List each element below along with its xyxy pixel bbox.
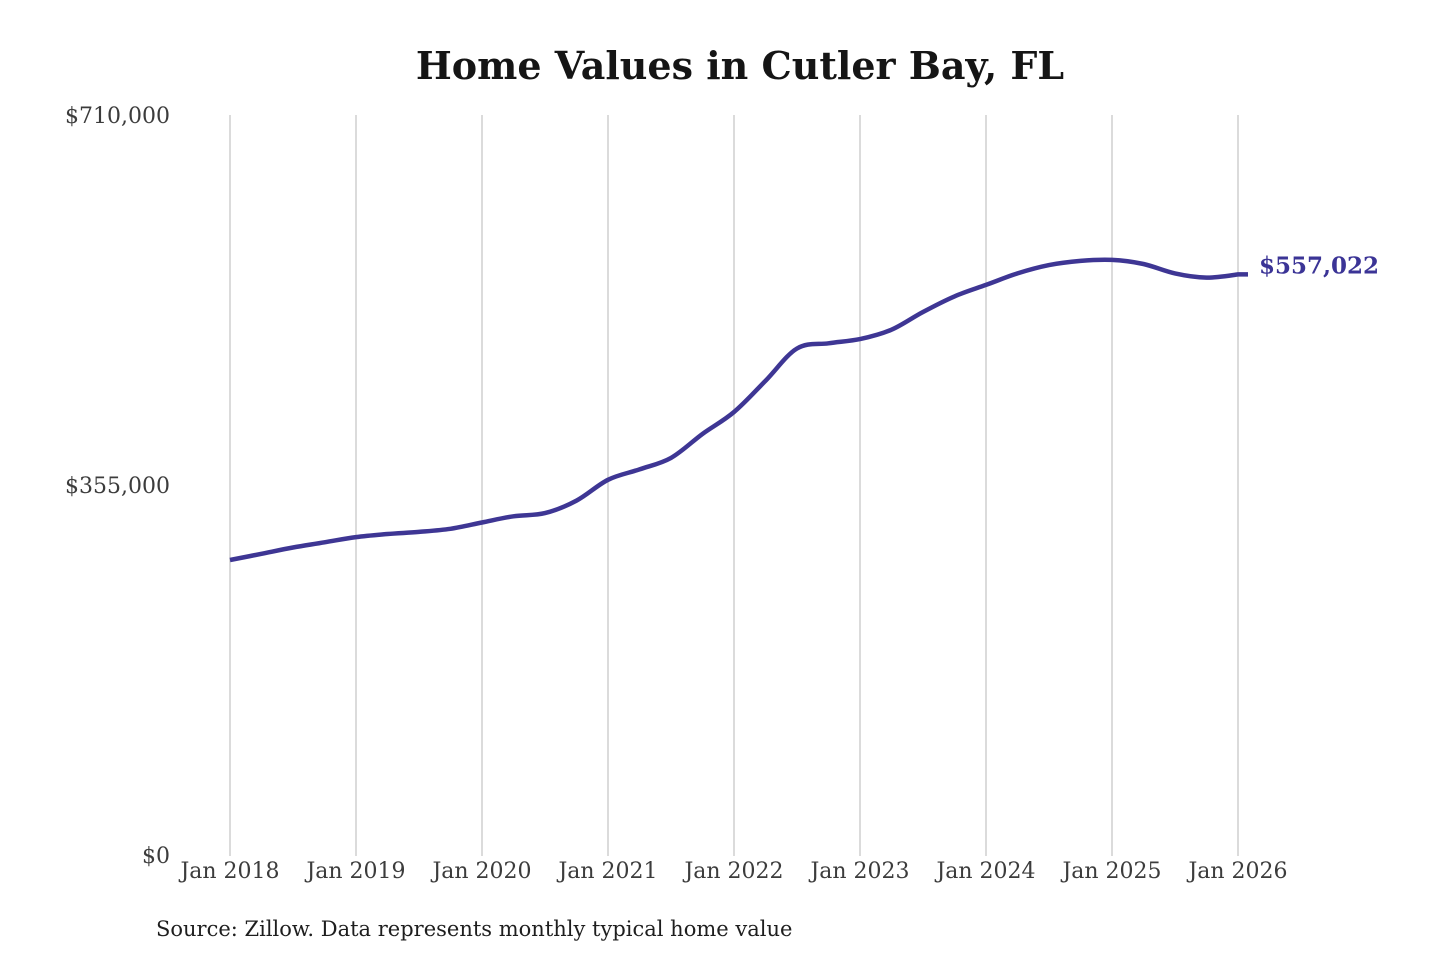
source-note: Source: Zillow. Data represents monthly … <box>156 917 793 941</box>
x-tick-label: Jan 2025 <box>1060 859 1161 884</box>
x-tick-label: Jan 2022 <box>682 859 783 884</box>
x-tick-label: Jan 2023 <box>808 859 909 884</box>
latest-value-label: $557,022 <box>1259 252 1379 279</box>
y-tick-label-top: $710,000 <box>65 104 170 129</box>
home-value-line <box>229 257 1248 563</box>
x-tick-label: Jan 2021 <box>556 859 657 884</box>
x-tick-label: Jan 2020 <box>430 859 531 884</box>
x-tick-label: Jan 2018 <box>178 859 279 884</box>
y-tick-label-middle: $355,000 <box>65 474 170 499</box>
x-axis-tick-labels: Jan 2018 Jan 2019 Jan 2020 Jan 2021 Jan 2022… <box>178 859 1287 884</box>
x-tick-label: Jan 2026 <box>1186 859 1287 884</box>
x-tick-label: Jan 2024 <box>934 859 1035 884</box>
y-tick-label-zero: $0 <box>142 844 170 869</box>
vertical-gridlines <box>229 115 1239 856</box>
x-tick-label: Jan 2019 <box>304 859 405 884</box>
chart-title: Home Values in Cutler Bay, FL <box>415 43 1065 88</box>
